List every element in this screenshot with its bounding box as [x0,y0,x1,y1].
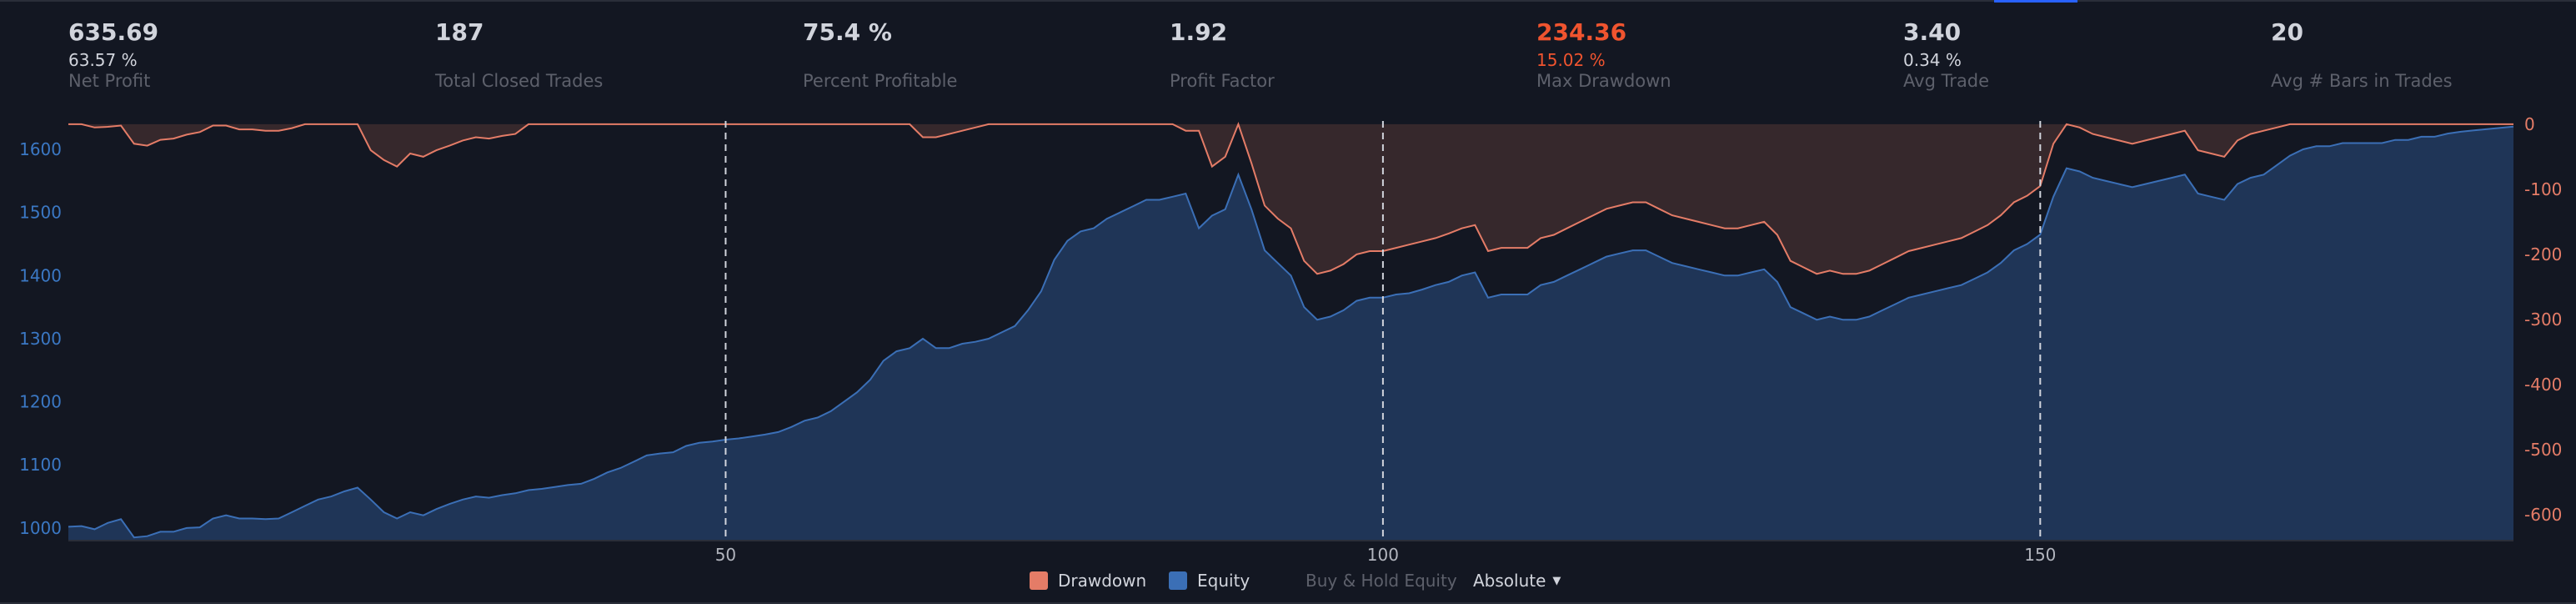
y-left-tick-label: 1600 [19,139,62,159]
x-tick-label: 50 [715,545,736,565]
y-left-tick-label: 1100 [19,455,62,475]
legend-item-buy-hold[interactable]: Buy & Hold Equity [1306,571,1457,591]
y-right-tick-label: -300 [2524,310,2562,330]
y-left-tick-label: 1000 [19,518,62,538]
stat-avg-trade: 3.40 0.34 % Avg Trade [1903,18,2253,92]
y-left-tick-label: 1500 [19,203,62,223]
stat-value: 187 [435,18,484,46]
drawdown-swatch [1030,571,1048,590]
stat-sub: 63.57 % [68,50,138,70]
stat-value: 3.40 [1903,18,1962,46]
stat-percent-profitable: 75.4 % Percent Profitable [803,18,1153,92]
stat-label: Total Closed Trades [435,71,604,91]
x-tick-label: 100 [1367,545,1399,565]
stat-label: Avg # Bars in Trades [2271,71,2453,91]
x-tick-label: 150 [2024,545,2056,565]
stat-sub: 0.34 % [1903,50,1962,70]
y-right-tick-label: -600 [2524,505,2562,525]
stat-value: 75.4 % [803,18,892,46]
legend-label: Equity [1197,571,1250,591]
legend-item-drawdown[interactable]: Drawdown [1030,571,1146,591]
y-right-tick-label: -100 [2524,179,2562,199]
chart-legend: Drawdown Equity Buy & Hold Equity Absolu… [0,567,2576,597]
stat-avg-bars-in-trades: 20 Avg # Bars in Trades [2271,18,2576,92]
y-left-tick-label: 1300 [19,329,62,349]
stat-label: Max Drawdown [1536,71,1671,91]
y-left-tick-label: 1400 [19,265,62,285]
y-right-tick-label: -400 [2524,375,2562,395]
equity-area [68,126,2513,541]
mode-dropdown[interactable]: Absolute ▼ [1473,571,1561,591]
y-right-tick-label: -500 [2524,440,2562,460]
equity-line [68,125,2514,539]
drawdown-line [68,122,2513,275]
stat-label: Net Profit [68,71,151,91]
stat-total-closed-trades: 187 Total Closed Trades [435,18,785,92]
tab-indicator [1994,0,2077,3]
stat-label: Percent Profitable [803,71,958,91]
stat-sub: 15.02 % [1536,50,1606,70]
equity-swatch [1169,571,1187,590]
stat-label: Avg Trade [1903,71,1990,91]
stat-net-profit: 635.69 63.57 % Net Profit [68,18,418,92]
stat-max-drawdown: 234.36 15.02 % Max Drawdown [1536,18,1887,92]
legend-label: Drawdown [1058,571,1147,591]
stat-label: Profit Factor [1170,71,1275,91]
stat-value: 234.36 [1536,18,1627,46]
drawdown-area [68,123,2513,274]
stat-value: 20 [2271,18,2303,46]
y-right-tick-label: -200 [2524,244,2562,264]
legend-label: Buy & Hold Equity [1306,571,1457,591]
chevron-down-icon: ▼ [1552,574,1561,587]
stat-value: 635.69 [68,18,159,46]
y-right-tick-label: 0 [2524,114,2535,134]
stat-value: 1.92 [1170,18,1228,46]
legend-item-equity[interactable]: Equity [1169,571,1250,591]
y-left-tick-label: 1200 [19,392,62,412]
mode-label: Absolute [1473,571,1546,591]
stat-profit-factor: 1.92 Profit Factor [1170,18,1520,92]
